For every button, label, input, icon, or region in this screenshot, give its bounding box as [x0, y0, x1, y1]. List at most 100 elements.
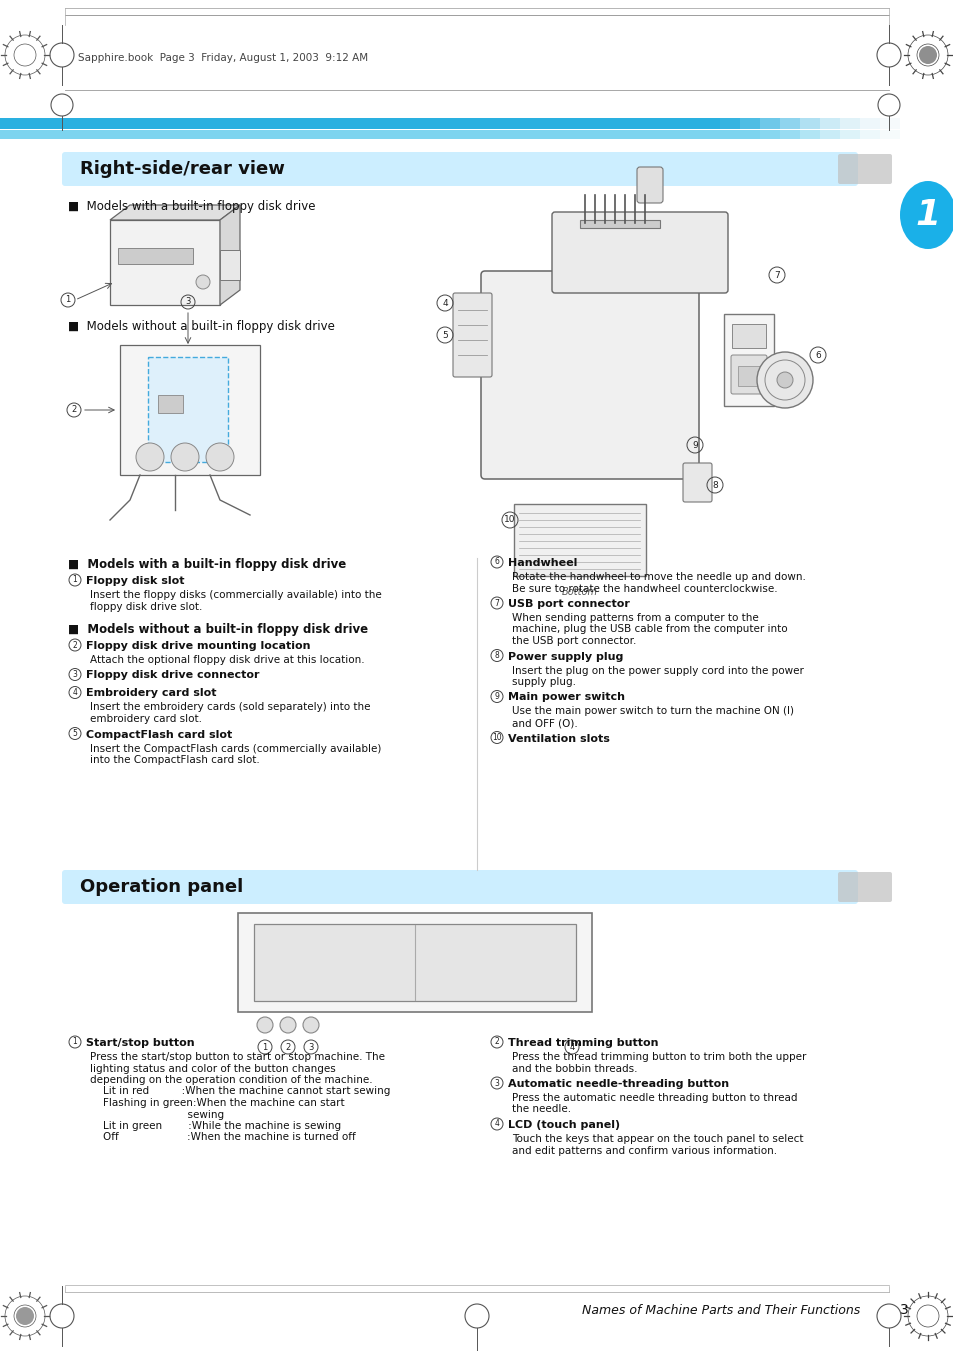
Text: Floppy disk drive mounting location: Floppy disk drive mounting location: [86, 640, 310, 651]
FancyBboxPatch shape: [730, 355, 766, 394]
FancyBboxPatch shape: [514, 504, 645, 576]
Circle shape: [206, 443, 233, 471]
Bar: [740, 118, 919, 128]
Text: Bottom: Bottom: [561, 586, 598, 597]
Text: ■  Models with a built-in floppy disk drive: ■ Models with a built-in floppy disk dri…: [68, 558, 346, 571]
Text: supply plug.: supply plug.: [512, 677, 576, 688]
FancyBboxPatch shape: [682, 463, 711, 503]
Bar: [879, 130, 919, 139]
FancyBboxPatch shape: [579, 220, 659, 228]
Circle shape: [136, 443, 164, 471]
Text: 1: 1: [915, 199, 940, 232]
Text: CompactFlash card slot: CompactFlash card slot: [86, 730, 232, 739]
Bar: [760, 118, 919, 128]
Text: Operation panel: Operation panel: [80, 878, 243, 896]
Text: Use the main power switch to turn the machine ON (I): Use the main power switch to turn the ma…: [512, 707, 793, 716]
Text: Off                     :When the machine is turned off: Off :When the machine is turned off: [90, 1132, 355, 1143]
Text: Floppy disk drive connector: Floppy disk drive connector: [86, 670, 259, 681]
Text: floppy disk drive slot.: floppy disk drive slot.: [90, 601, 202, 612]
Text: 4: 4: [569, 1043, 574, 1051]
Bar: [0, 118, 899, 128]
Text: Ventilation slots: Ventilation slots: [507, 734, 609, 743]
Text: 8: 8: [711, 481, 717, 489]
Text: and edit patterns and confirm various information.: and edit patterns and confirm various in…: [512, 1146, 777, 1155]
Text: Floppy disk slot: Floppy disk slot: [86, 576, 184, 586]
Circle shape: [256, 1017, 273, 1034]
Text: 6: 6: [814, 350, 820, 359]
Text: When sending patterns from a computer to the: When sending patterns from a computer to…: [512, 613, 758, 623]
Text: Press the start/stop button to start or stop machine. The: Press the start/stop button to start or …: [90, 1052, 385, 1062]
FancyBboxPatch shape: [220, 250, 240, 280]
Text: ■  Models with a built-in floppy disk drive: ■ Models with a built-in floppy disk dri…: [68, 200, 315, 213]
Text: Thread trimming button: Thread trimming button: [507, 1038, 658, 1048]
FancyBboxPatch shape: [253, 924, 576, 1001]
Circle shape: [918, 46, 936, 63]
Text: Insert the CompactFlash cards (commercially available): Insert the CompactFlash cards (commercia…: [90, 743, 381, 754]
Circle shape: [776, 372, 792, 388]
Text: the USB port connector.: the USB port connector.: [512, 636, 636, 646]
Text: 4: 4: [494, 1120, 499, 1128]
Text: 10: 10: [504, 516, 516, 524]
Text: 2: 2: [71, 405, 76, 415]
Text: 9: 9: [691, 440, 698, 450]
Text: into the CompactFlash card slot.: into the CompactFlash card slot.: [90, 755, 259, 765]
Text: 1: 1: [66, 296, 71, 304]
Text: embroidery card slot.: embroidery card slot.: [90, 713, 202, 724]
FancyBboxPatch shape: [837, 871, 891, 902]
Text: the needle.: the needle.: [512, 1105, 571, 1115]
Text: 4: 4: [442, 299, 447, 308]
FancyBboxPatch shape: [723, 313, 773, 407]
Bar: [899, 130, 919, 139]
Bar: [820, 118, 919, 128]
Text: and OFF (O).: and OFF (O).: [512, 717, 578, 728]
Text: Sapphire.book  Page 3  Friday, August 1, 2003  9:12 AM: Sapphire.book Page 3 Friday, August 1, 2…: [78, 53, 368, 63]
Text: Lit in green        :While the machine is sewing: Lit in green :While the machine is sewin…: [90, 1121, 341, 1131]
FancyBboxPatch shape: [110, 220, 220, 305]
FancyBboxPatch shape: [62, 153, 857, 186]
Text: Rotate the handwheel to move the needle up and down.: Rotate the handwheel to move the needle …: [512, 571, 805, 582]
Text: Insert the floppy disks (commercially available) into the: Insert the floppy disks (commercially av…: [90, 590, 381, 600]
Bar: [899, 118, 919, 128]
Text: Insert the embroidery cards (sold separately) into the: Insert the embroidery cards (sold separa…: [90, 703, 370, 712]
Text: machine, plug the USB cable from the computer into: machine, plug the USB cable from the com…: [512, 624, 787, 635]
FancyBboxPatch shape: [120, 345, 260, 476]
Text: 3: 3: [899, 1302, 908, 1317]
Bar: [840, 130, 919, 139]
Text: depending on the operation condition of the machine.: depending on the operation condition of …: [90, 1075, 373, 1085]
Circle shape: [303, 1017, 318, 1034]
Ellipse shape: [899, 181, 953, 249]
Circle shape: [195, 276, 210, 289]
Text: USB port connector: USB port connector: [507, 598, 629, 609]
Text: Start/stop button: Start/stop button: [86, 1038, 194, 1048]
Bar: [800, 130, 919, 139]
Bar: [720, 118, 919, 128]
Text: Main power switch: Main power switch: [507, 693, 624, 703]
Text: 9: 9: [494, 692, 499, 701]
Polygon shape: [110, 205, 240, 220]
Circle shape: [16, 1306, 34, 1325]
Text: Handwheel: Handwheel: [507, 558, 577, 567]
Text: Lit in red          :When the machine cannot start sewing: Lit in red :When the machine cannot star…: [90, 1086, 390, 1097]
Text: 1: 1: [72, 576, 77, 585]
Bar: [780, 130, 919, 139]
Text: 7: 7: [494, 598, 499, 608]
Text: lighting status and color of the button changes: lighting status and color of the button …: [90, 1063, 335, 1074]
FancyBboxPatch shape: [738, 366, 760, 386]
Text: Insert the plug on the power supply cord into the power: Insert the plug on the power supply cord…: [512, 666, 803, 676]
Text: 2: 2: [494, 1038, 498, 1047]
Text: ■  Models without a built-in floppy disk drive: ■ Models without a built-in floppy disk …: [68, 320, 335, 332]
Text: Right-side/rear view: Right-side/rear view: [80, 159, 285, 178]
FancyBboxPatch shape: [237, 913, 592, 1012]
Text: Power supply plug: Power supply plug: [507, 651, 622, 662]
Text: 5: 5: [72, 730, 77, 738]
Text: Be sure to rotate the handwheel counterclockwise.: Be sure to rotate the handwheel counterc…: [512, 584, 777, 593]
Text: 2: 2: [285, 1043, 291, 1051]
Bar: [840, 118, 919, 128]
FancyBboxPatch shape: [637, 168, 662, 203]
Circle shape: [280, 1017, 295, 1034]
FancyBboxPatch shape: [148, 357, 228, 462]
Text: 6: 6: [494, 558, 499, 566]
Text: 8: 8: [494, 651, 498, 661]
Text: 1: 1: [72, 1038, 77, 1047]
FancyBboxPatch shape: [837, 154, 891, 184]
